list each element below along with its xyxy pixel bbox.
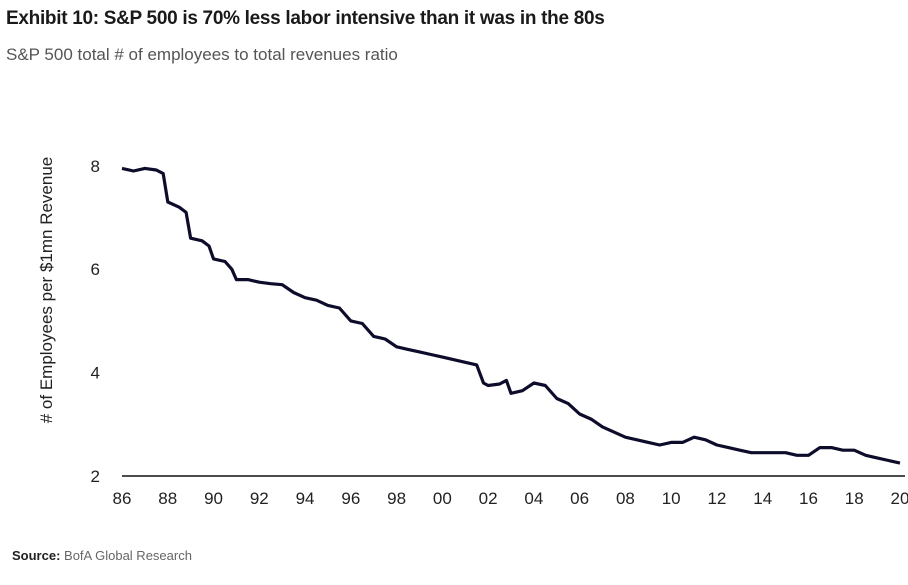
chart-title: Exhibit 10: S&P 500 is 70% less labor in… — [6, 8, 605, 29]
y-tick-label: 8 — [91, 157, 100, 176]
x-tick-label: 08 — [616, 489, 635, 508]
x-axis-ticks: 86 88 90 92 94 96 98 00 02 04 06 08 10 12 14 16 18 20 — [113, 489, 908, 508]
x-tick-label: 02 — [479, 489, 498, 508]
x-tick-label: 94 — [296, 489, 315, 508]
x-tick-label: 98 — [387, 489, 406, 508]
x-tick-label: 10 — [662, 489, 681, 508]
x-tick-label: 04 — [524, 489, 543, 508]
y-tick-label: 4 — [91, 364, 100, 383]
x-tick-label: 18 — [845, 489, 864, 508]
x-tick-label: 14 — [753, 489, 772, 508]
x-tick-label: 96 — [341, 489, 360, 508]
y-tick-label: 2 — [91, 467, 100, 486]
chart-subtitle: S&P 500 total # of employees to total re… — [6, 45, 398, 64]
x-tick-label: 20 — [891, 489, 908, 508]
source-label: Source: — [12, 548, 61, 563]
x-tick-label: 90 — [204, 489, 223, 508]
source-text: BofA Global Research — [64, 548, 192, 563]
x-tick-label: 00 — [433, 489, 452, 508]
source-note: Source: BofA Global Research — [12, 548, 192, 563]
x-tick-label: 12 — [707, 489, 726, 508]
x-tick-label: 06 — [570, 489, 589, 508]
y-axis-ticks: 2 4 6 8 — [91, 157, 100, 486]
y-axis-label: # of Employees per $1mn Revenue — [37, 157, 56, 424]
x-tick-label: 88 — [158, 489, 177, 508]
x-tick-label: 92 — [250, 489, 269, 508]
x-tick-label: 16 — [799, 489, 818, 508]
series-line — [121, 166, 901, 465]
x-tick-label: 86 — [113, 489, 132, 508]
y-tick-label: 6 — [91, 260, 100, 279]
